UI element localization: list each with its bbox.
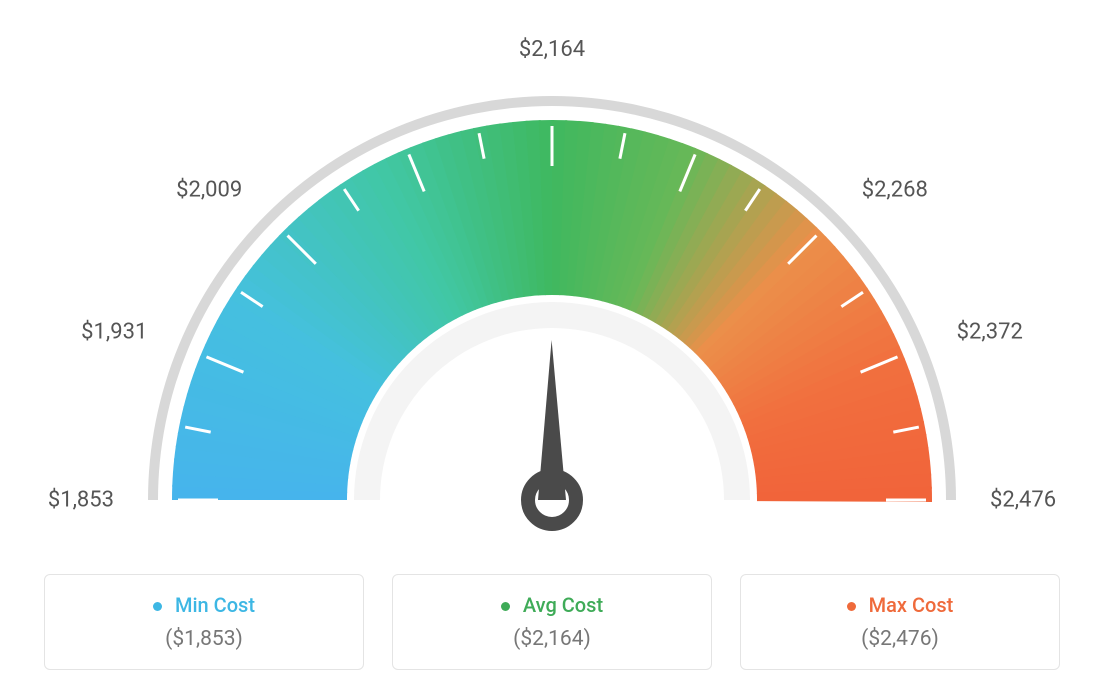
legend-title-max: Max Cost bbox=[751, 593, 1049, 617]
gauge-tick-label: $2,476 bbox=[990, 488, 1056, 513]
gauge-container: $1,853 $1,931 $2,009 $2,164 $2,268 $2,372 $2,4… bbox=[0, 0, 1104, 550]
dot-icon bbox=[847, 602, 856, 611]
gauge-tick-label: $2,268 bbox=[862, 178, 928, 203]
gauge-tick-label: $2,164 bbox=[519, 37, 585, 62]
legend-card-avg: Avg Cost ($2,164) bbox=[392, 574, 712, 670]
legend-title-min: Min Cost bbox=[55, 593, 353, 617]
legend-label: Avg Cost bbox=[523, 593, 603, 617]
legend-title-avg: Avg Cost bbox=[403, 593, 701, 617]
dot-icon bbox=[501, 602, 510, 611]
legend-label: Max Cost bbox=[869, 593, 954, 617]
legend-row: Min Cost ($1,853) Avg Cost ($2,164) Max … bbox=[44, 574, 1060, 670]
gauge-tick-label: $2,009 bbox=[176, 178, 242, 203]
legend-value-avg: ($2,164) bbox=[403, 627, 701, 651]
gauge-tick-label: $1,931 bbox=[81, 320, 147, 345]
gauge-tick-label: $1,853 bbox=[48, 488, 114, 513]
legend-card-max: Max Cost ($2,476) bbox=[740, 574, 1060, 670]
gauge-tick-label: $2,372 bbox=[957, 320, 1023, 345]
legend-label: Min Cost bbox=[175, 593, 255, 617]
legend-value-min: ($1,853) bbox=[55, 627, 353, 651]
legend-card-min: Min Cost ($1,853) bbox=[44, 574, 364, 670]
gauge-chart bbox=[102, 40, 1002, 560]
dot-icon bbox=[153, 602, 162, 611]
legend-value-max: ($2,476) bbox=[751, 627, 1049, 651]
